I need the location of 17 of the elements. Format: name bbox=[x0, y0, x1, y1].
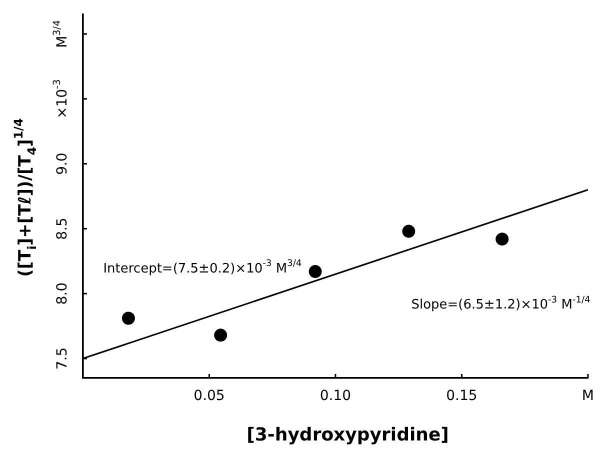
point bbox=[214, 328, 228, 342]
y-axis-title: ([Ti]+[Tℓ])/[T4]1/4 bbox=[11, 118, 39, 277]
x-tick-label: 0.05 bbox=[194, 388, 225, 404]
y-tick-label: ×10-3 bbox=[52, 79, 71, 119]
y-tick-label: 8.0 bbox=[54, 282, 71, 305]
y-tick-label: 7.5 bbox=[54, 347, 71, 370]
point bbox=[402, 224, 416, 238]
y-tick-label: 9.0 bbox=[54, 152, 71, 175]
point bbox=[496, 232, 509, 246]
x-axis-title: [3-hydroxypyridine] bbox=[246, 424, 449, 446]
x-tick-label: 0.15 bbox=[446, 388, 478, 404]
point bbox=[308, 265, 322, 278]
x-tick-label: M bbox=[582, 388, 594, 404]
point bbox=[122, 312, 135, 325]
y-tick-label: 8.5 bbox=[54, 218, 71, 240]
x-tick-label: 0.10 bbox=[320, 388, 352, 404]
y-tick-label: M3/4 bbox=[52, 20, 71, 48]
